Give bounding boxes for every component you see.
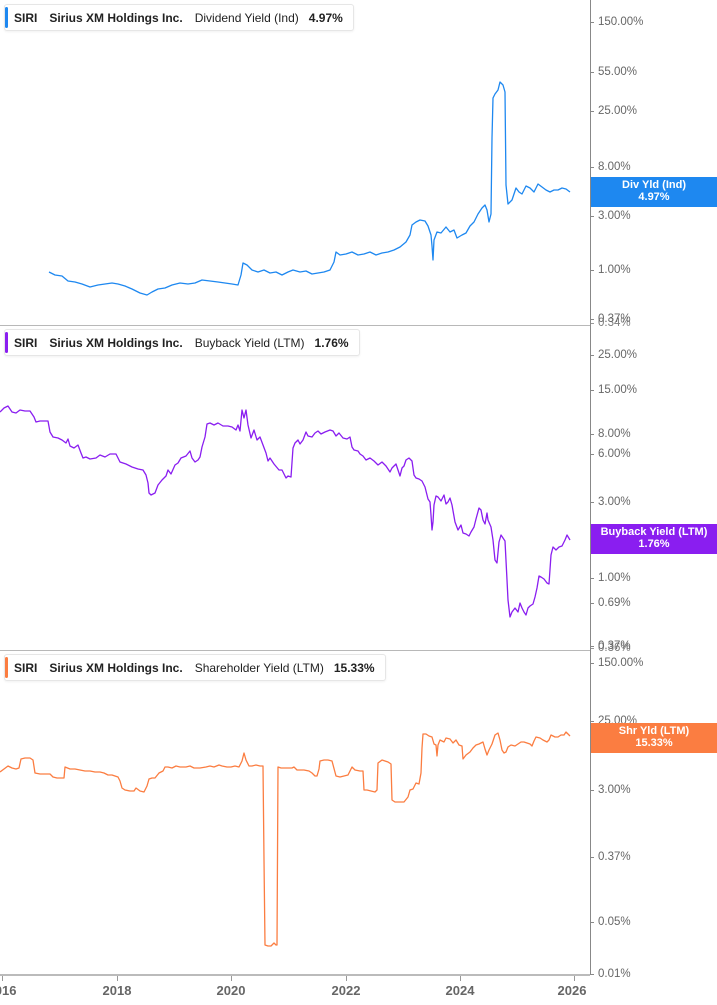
x-tick-label: 2018: [102, 983, 132, 998]
x-tick: [574, 976, 575, 981]
dividend-yield-line: [48, 81, 571, 296]
shareholder-yield-value-badge: Shr Yld (LTM) 15.33%: [591, 723, 717, 753]
x-tick: [231, 976, 232, 981]
company-name: Sirius XM Holdings Inc.: [49, 10, 183, 25]
ticker-label: SIRI: [14, 335, 38, 350]
shareholder-yield-legend: SIRI Sirius XM Holdings Inc. Shareholder…: [4, 654, 386, 681]
y-tick: 1.00%: [591, 264, 631, 276]
x-tick-label: 2022: [331, 983, 361, 998]
y-tick: 0.37%: [591, 851, 631, 863]
buyback-yield-panel: SIRI Sirius XM Holdings Inc. Buyback Yie…: [0, 326, 717, 654]
badge-value: 1.76%: [638, 538, 670, 550]
metric-value: 1.76%: [314, 335, 349, 350]
company-name: Sirius XM Holdings Inc.: [49, 335, 183, 350]
x-tick: [117, 976, 118, 981]
badge-value: 4.97%: [638, 191, 670, 203]
buyback-yield-legend: SIRI Sirius XM Holdings Inc. Buyback Yie…: [4, 329, 360, 356]
dividend-yield-legend: SIRI Sirius XM Holdings Inc. Dividend Yi…: [4, 4, 354, 31]
ticker-label: SIRI: [14, 10, 38, 25]
dividend-yield-value-badge: Div Yld (Ind) 4.97%: [591, 177, 717, 207]
panel-divider: [0, 650, 590, 651]
y-tick: 1.00%: [591, 572, 631, 584]
y-tick: 3.00%: [591, 784, 631, 796]
y-tick: 0.34%: [591, 317, 631, 329]
series-color-swatch: [5, 332, 8, 353]
metric-value: 4.97%: [308, 10, 343, 25]
dividend-yield-panel: SIRI Sirius XM Holdings Inc. Dividend Yi…: [0, 0, 717, 329]
series-color-swatch: [5, 7, 8, 28]
x-tick: [346, 976, 347, 981]
y-tick: 150.00%: [590, 657, 644, 669]
y-tick: 0.37%: [591, 640, 631, 652]
series-color-swatch: [5, 657, 8, 678]
y-tick: 8.00%: [591, 161, 631, 173]
shareholder-yield-line: [0, 731, 571, 947]
buyback-yield-line: [0, 405, 571, 618]
y-tick: 55.00%: [590, 66, 638, 78]
badge-label: Buyback Yield (LTM): [600, 526, 708, 538]
x-tick-label: 2026: [557, 983, 587, 998]
y-tick: 8.00%: [591, 428, 631, 440]
buyback-yield-value-badge: Buyback Yield (LTM) 1.76%: [591, 524, 717, 554]
y-tick: 150.00%: [590, 16, 644, 28]
x-tick: [460, 976, 461, 981]
ticker-label: SIRI: [14, 660, 38, 675]
metric-name: Shareholder Yield (LTM): [194, 660, 324, 675]
y-tick: 3.00%: [591, 210, 631, 222]
badge-label: Div Yld (Ind): [622, 179, 686, 191]
y-tick: 15.00%: [590, 384, 638, 396]
y-tick: 0.36%: [591, 642, 631, 654]
badge-label: Shr Yld (LTM): [618, 725, 690, 737]
x-tick: [2, 976, 3, 981]
shareholder-yield-panel: SIRI Sirius XM Holdings Inc. Shareholder…: [0, 651, 717, 980]
x-tick-label: 2020: [216, 983, 246, 998]
y-tick: 0.05%: [591, 916, 631, 928]
metric-name: Buyback Yield (LTM): [194, 335, 305, 350]
y-tick: 6.00%: [591, 448, 631, 460]
x-tick-label: 2024: [445, 983, 475, 998]
metric-name: Dividend Yield (Ind): [194, 10, 299, 25]
y-tick: 3.00%: [591, 496, 631, 508]
y-tick: 25.00%: [590, 349, 638, 361]
y-axis-line: [590, 0, 591, 975]
y-tick: 0.01%: [591, 968, 631, 980]
company-name: Sirius XM Holdings Inc.: [49, 660, 183, 675]
x-axis-line: [0, 974, 590, 976]
x-tick-label: 2016: [0, 983, 17, 998]
metric-value: 15.33%: [333, 660, 375, 675]
panel-divider: [0, 325, 590, 326]
y-tick: 25.00%: [590, 105, 638, 117]
y-tick: 0.69%: [591, 597, 631, 609]
badge-value: 15.33%: [635, 737, 673, 749]
y-tick: 0.37%: [591, 313, 631, 325]
